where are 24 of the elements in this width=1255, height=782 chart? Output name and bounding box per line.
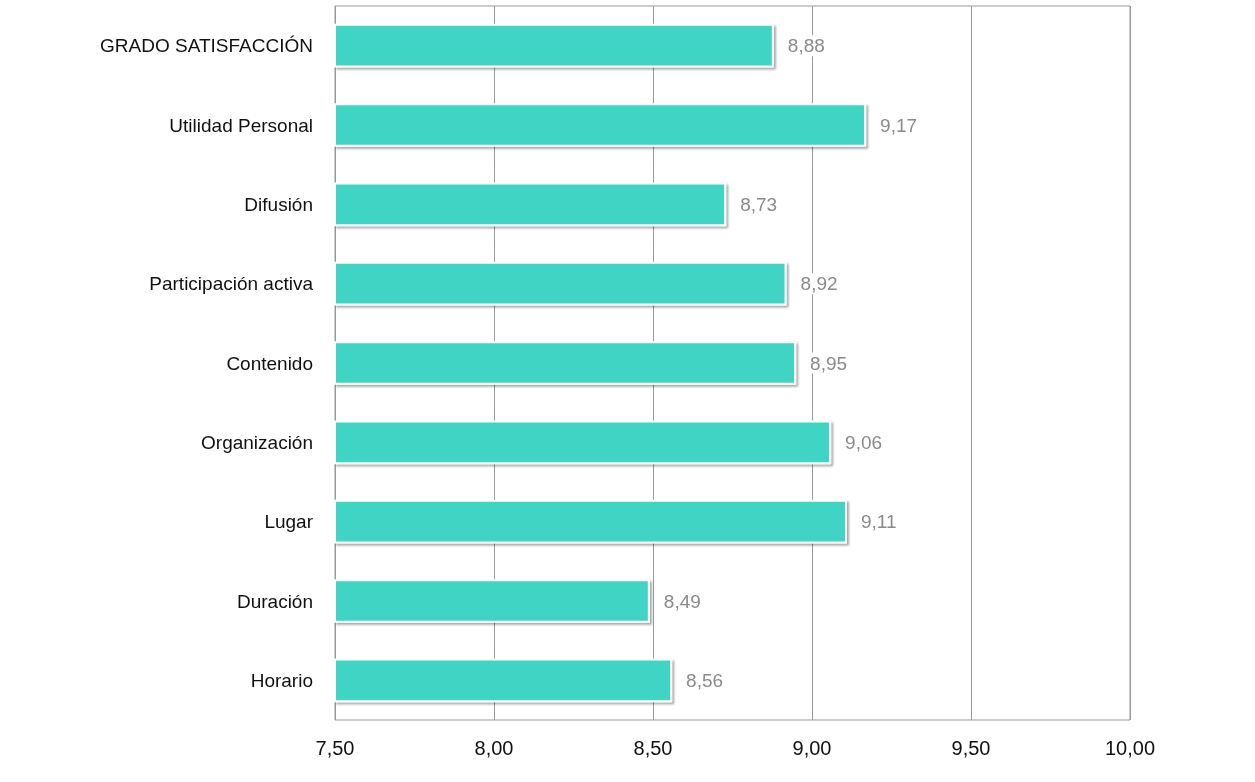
data-label: 8,95 bbox=[810, 352, 848, 374]
x-tick-label: 9,00 bbox=[792, 737, 832, 759]
data-label: 9,11 bbox=[860, 511, 897, 533]
data-label: 8,56 bbox=[686, 669, 724, 691]
data-label: 9,17 bbox=[880, 114, 918, 136]
y-tick-label: Duración bbox=[236, 590, 313, 612]
y-tick-label: Contenido bbox=[226, 352, 313, 374]
x-tick-label: 8,00 bbox=[474, 737, 514, 759]
data-label: 9,06 bbox=[845, 431, 883, 453]
y-tick-label: Difusión bbox=[244, 193, 313, 215]
y-tick-label: Participación activa bbox=[149, 273, 314, 295]
y-tick-label: Organización bbox=[201, 431, 313, 453]
y-tick-label: Horario bbox=[250, 669, 313, 691]
x-tick-label: 7,50 bbox=[315, 737, 355, 759]
x-tick-label: 8,50 bbox=[633, 737, 673, 759]
data-label: 8,92 bbox=[800, 273, 838, 295]
x-tick-label: 9,50 bbox=[951, 737, 991, 759]
y-tick-label: Utilidad Personal bbox=[169, 114, 313, 136]
data-label: 8,73 bbox=[740, 193, 778, 215]
data-label: 8,49 bbox=[663, 590, 701, 612]
y-tick-label: Lugar bbox=[264, 511, 314, 533]
x-tick-label: 10,00 bbox=[1104, 737, 1156, 759]
data-label: 8,88 bbox=[787, 35, 825, 57]
y-tick-label: GRADO SATISFACCIÓN bbox=[100, 35, 313, 57]
